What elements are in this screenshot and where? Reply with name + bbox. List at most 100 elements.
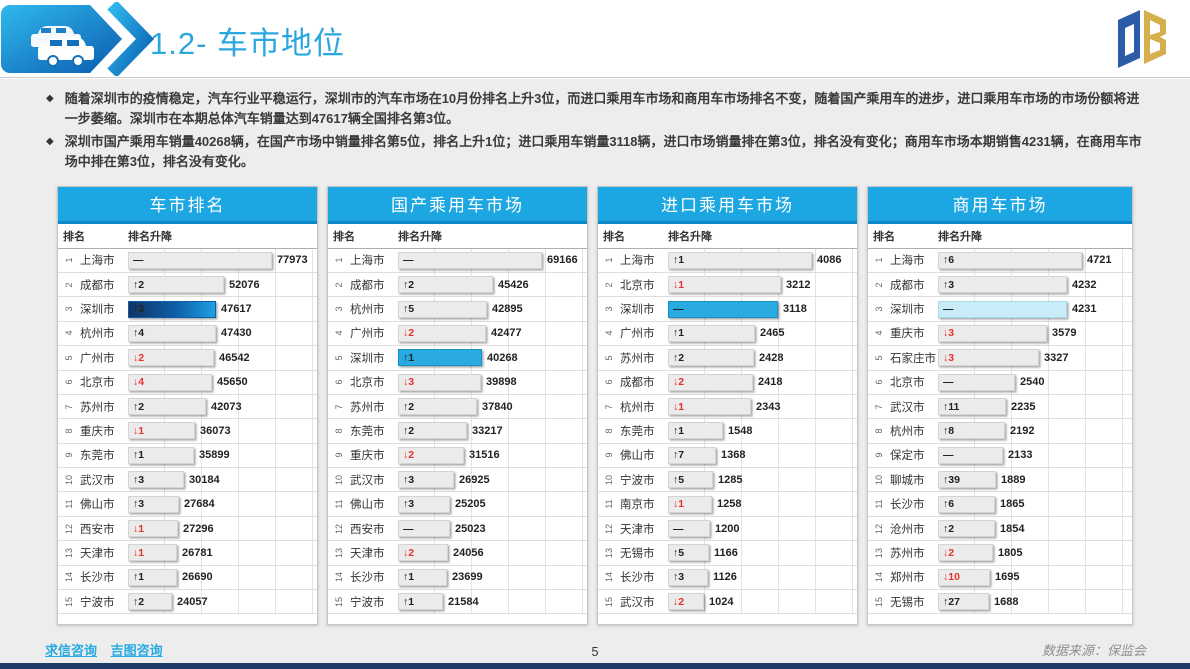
rank-bar: ↑1 [128, 446, 194, 464]
table-row: 1 上海市 — 77973 [58, 248, 317, 273]
city-cell: 广州市 [350, 328, 385, 341]
table-row: 3 深圳市 — 3118 [598, 297, 857, 322]
page-number: 5 [591, 645, 599, 659]
change-label: ↓1 [673, 400, 685, 413]
rank-bar: — [938, 446, 1003, 464]
rank-bar: ↑2 [128, 276, 224, 294]
value-label: 25023 [455, 522, 486, 535]
change-label: ↑3 [403, 473, 415, 486]
value-label: 2540 [1020, 376, 1045, 389]
bar-zone: ↓1 27296 [128, 516, 317, 541]
content-area: ◆ 随着深圳市的疫情稳定，汽车行业平稳运行，深圳市的汽车市场在10月份排名上升3… [0, 79, 1190, 663]
table-row: 4 杭州市 ↑4 47430 [58, 321, 317, 347]
value-label: 1548 [728, 424, 753, 437]
value-label: 52076 [229, 278, 260, 291]
value-label: 47617 [221, 303, 252, 316]
rank-cell: 14 [604, 572, 614, 583]
value-label: 2428 [759, 351, 784, 364]
column-header-change: 排名升降 [668, 230, 712, 243]
table-row: 9 东莞市 ↑1 35899 [58, 443, 317, 469]
city-cell: 北京市 [80, 377, 115, 390]
rank-cell: 2 [64, 282, 74, 288]
value-label: 4231 [1072, 303, 1097, 316]
bar-zone: ↑2 52076 [128, 272, 317, 297]
rank-cell: 10 [874, 474, 884, 485]
table-row: 4 广州市 ↓2 42477 [328, 321, 587, 347]
rank-cell: 12 [874, 523, 884, 534]
rank-cell: 7 [64, 404, 74, 410]
city-cell: 无锡市 [620, 547, 655, 560]
city-cell: 武汉市 [890, 401, 925, 414]
rank-bar: ↑3 [398, 495, 450, 513]
city-cell: 杭州市 [890, 425, 925, 438]
change-label: ↑7 [673, 449, 685, 462]
value-label: 4232 [1072, 278, 1097, 291]
change-label: ↓4 [133, 376, 145, 389]
footer-link[interactable]: 求信咨询 [45, 643, 98, 658]
rank-cell: 2 [604, 282, 614, 288]
bar-zone: ↑2 24057 [128, 590, 317, 614]
rank-cell: 11 [64, 499, 74, 509]
rank-cell: 10 [604, 474, 614, 485]
bar-zone: ↑1 1548 [668, 419, 857, 443]
rank-bar: — [668, 520, 710, 538]
rank-cell: 13 [874, 547, 884, 558]
bar-zone: ↓1 1258 [668, 492, 857, 516]
rank-bar: ↑5 [398, 300, 487, 318]
column-header-row: 排名 排名升降 [328, 224, 587, 249]
bar-zone: ↓2 2418 [668, 370, 857, 394]
table-row: 14 长沙市 ↑1 23699 [328, 565, 587, 591]
city-cell: 武汉市 [620, 596, 655, 609]
rank-bar: ↑6 [938, 251, 1082, 269]
change-label: ↓3 [403, 376, 415, 389]
value-label: 45650 [217, 376, 248, 389]
rank-cell: 2 [334, 282, 344, 288]
city-cell: 佛山市 [350, 499, 385, 512]
column-header-change: 排名升降 [398, 230, 442, 243]
table-header: 进口乘用车市场 [598, 186, 857, 224]
rank-bar: ↓2 [668, 593, 704, 611]
bar-zone: ↑2 45426 [398, 272, 587, 297]
rank-cell: 9 [64, 452, 74, 458]
bullet-item: ◆ 深圳市国产乘用车销量40268辆，在国产市场中销量排名第5位，排名上升1位；… [46, 132, 1148, 172]
city-cell: 佛山市 [80, 499, 115, 512]
rank-cell: 9 [604, 452, 614, 458]
rank-bar: ↓2 [398, 544, 448, 562]
table-row: 12 沧州市 ↑2 1854 [868, 516, 1132, 542]
table-row: 13 无锡市 ↑5 1166 [598, 541, 857, 566]
footer-link[interactable]: 吉图咨询 [110, 643, 163, 658]
rank-cell: 7 [334, 404, 344, 410]
change-label: ↓3 [943, 351, 955, 364]
value-label: 2133 [1008, 449, 1033, 462]
city-cell: 深圳市 [890, 304, 925, 317]
bar-zone: ↑2 42073 [128, 394, 317, 419]
city-cell: 上海市 [350, 255, 385, 268]
bar-zone: ↓2 1805 [938, 541, 1132, 565]
rank-bar: ↑1 [668, 324, 755, 342]
table-title: 商用车市场 [952, 196, 1048, 216]
table-card: 商用车市场 排名 排名升降 1 上海市 ↑6 4721 2 成都市 ↑3 423… [867, 185, 1133, 626]
bar-zone: ↑3 25205 [398, 492, 587, 516]
column-header-change: 排名升降 [128, 230, 172, 243]
table-row: 2 北京市 ↓1 3212 [598, 272, 857, 298]
rank-bar: ↑3 [128, 300, 216, 318]
table-row: 3 深圳市 — 4231 [868, 297, 1132, 322]
rank-bar: ↑11 [938, 398, 1006, 416]
rank-cell: 11 [334, 499, 344, 509]
rank-cell: 9 [334, 452, 344, 458]
rank-bar: ↑1 [668, 422, 723, 440]
rank-bar: ↑2 [398, 422, 467, 440]
rank-bar: ↑39 [938, 471, 996, 489]
bar-zone: ↓3 3579 [938, 321, 1132, 346]
table-row: 13 天津市 ↓1 26781 [58, 541, 317, 566]
table-row: 7 苏州市 ↑2 37840 [328, 394, 587, 420]
value-label: 3327 [1044, 351, 1069, 364]
table-row: 5 广州市 ↓2 46542 [58, 346, 317, 371]
rank-cell: 1 [64, 257, 74, 263]
rank-bar: ↑5 [668, 471, 713, 489]
city-cell: 北京市 [620, 279, 655, 292]
bar-zone: ↓1 3212 [668, 272, 857, 297]
change-label: ↓2 [403, 327, 415, 340]
city-cell: 保定市 [890, 450, 925, 463]
